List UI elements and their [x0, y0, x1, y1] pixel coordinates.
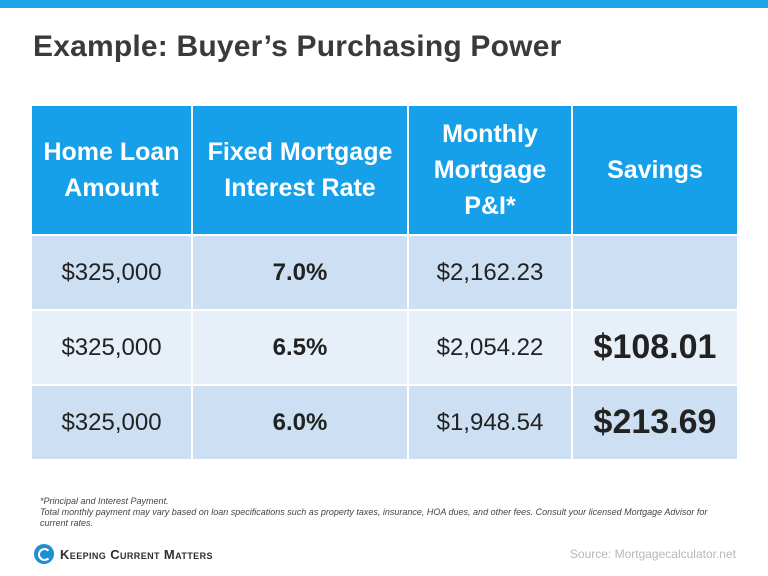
page-title: Example: Buyer’s Purchasing Power: [33, 30, 562, 63]
brand-logo-block: Keeping Current Matters: [34, 541, 213, 567]
cell-savings: $213.69: [572, 384, 737, 459]
header-monthly-payment: Monthly Mortgage P&I*: [408, 106, 573, 235]
top-accent-bar: [0, 0, 768, 8]
cell-loan-amount: $325,000: [32, 309, 193, 385]
header-savings: Savings: [572, 106, 737, 235]
cell-interest-rate: 6.5%: [192, 309, 409, 385]
cell-interest-rate: 7.0%: [192, 234, 409, 310]
brand-name: Keeping Current Matters: [60, 546, 213, 562]
footnote-principal-interest: *Principal and Interest Payment.: [40, 496, 169, 506]
table-row: $325,000 6.0% $1,948.54 $213.69: [32, 384, 737, 459]
cell-monthly-payment: $2,054.22: [408, 309, 573, 385]
cell-monthly-payment: $2,162.23: [408, 234, 573, 310]
purchasing-power-table: Home Loan Amount Fixed Mortgage Interest…: [32, 106, 737, 459]
cell-loan-amount: $325,000: [32, 384, 193, 459]
cell-loan-amount: $325,000: [32, 234, 193, 310]
table-header-row: Home Loan Amount Fixed Mortgage Interest…: [32, 106, 737, 235]
kcm-logo-icon: [34, 544, 54, 564]
cell-interest-rate: 6.0%: [192, 384, 409, 459]
footnote-disclaimer: Total monthly payment may vary based on …: [40, 507, 708, 528]
header-interest-rate: Fixed Mortgage Interest Rate: [192, 106, 409, 235]
cell-savings: $108.01: [572, 309, 737, 385]
table-row: $325,000 6.5% $2,054.22 $108.01: [32, 309, 737, 385]
header-loan-amount: Home Loan Amount: [32, 106, 193, 235]
cell-savings: [572, 234, 737, 310]
footnote: *Principal and Interest Payment. Total m…: [40, 496, 730, 529]
source-credit: Source: Mortgagecalculator.net: [569, 547, 736, 561]
table-row: $325,000 7.0% $2,162.23: [32, 234, 737, 310]
cell-monthly-payment: $1,948.54: [408, 384, 573, 459]
